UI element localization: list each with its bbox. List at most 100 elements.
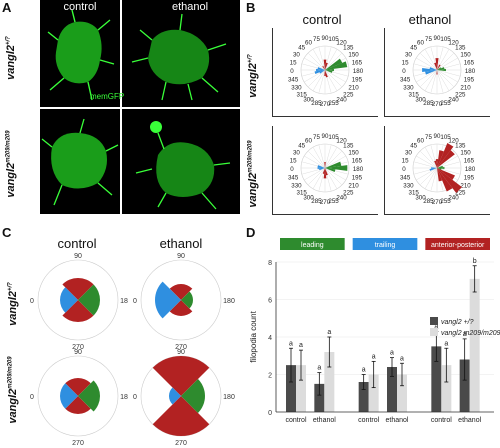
rose-petal-red — [324, 162, 326, 168]
rose-petal-green — [325, 168, 336, 173]
rose-petal-red — [325, 168, 328, 176]
rose-angle-label: 120 — [336, 137, 347, 144]
row-label-sup: +/? — [7, 282, 14, 291]
y-tick-label: 8 — [268, 260, 272, 267]
rose-angle-label: 240 — [336, 195, 347, 202]
rose-angle-label: 75 — [313, 36, 320, 43]
rose-angle-label: 195 — [464, 175, 475, 182]
rose-angle-label: 195 — [352, 175, 363, 182]
wedge-grid-ring — [37, 355, 119, 437]
bar — [296, 365, 306, 412]
rose-petal-green — [437, 168, 442, 170]
rose-angle-label: 165 — [464, 157, 475, 164]
rose-angle-label: 90 — [434, 133, 441, 140]
y-tick-label: 2 — [268, 373, 272, 380]
rose-spoke — [318, 46, 326, 71]
rose-angle-label: 195 — [352, 77, 363, 84]
row-label-gene: vangl2 — [7, 388, 19, 424]
wedge-plot-mut-ethanol: 90 0 180 270 — [133, 349, 235, 446]
rose-angle-label: 165 — [352, 59, 363, 66]
rose-spoke — [304, 57, 326, 71]
rose-spoke — [419, 69, 438, 88]
facet-title: trailing — [375, 242, 396, 249]
y-tick-label: 6 — [268, 298, 272, 305]
rose-angle-label: 180 — [465, 68, 476, 75]
rose-angle-label: 195 — [464, 77, 475, 84]
rose-box-mut-control: 0 15 30 45 60 75 90 105 120 135 150 165 180 195 210 225… — [272, 126, 378, 215]
rose-spoke — [312, 167, 326, 189]
rose-angle-label: 255 — [440, 100, 451, 107]
row-label-sup: +/? — [247, 54, 254, 63]
rose-spoke — [416, 57, 438, 71]
wedge-plot-mut-control: 90 0 180 270 — [30, 349, 128, 446]
rose-angle-label: 0 — [290, 68, 294, 75]
rose-angle-label: 345 — [400, 77, 411, 84]
rose-petal-blue — [317, 67, 325, 70]
significance-letter: a — [372, 353, 376, 360]
rose-spoke — [419, 52, 438, 71]
rose-spoke — [324, 167, 346, 181]
rose-angle-label: 15 — [402, 157, 409, 164]
rose-angle-label: 15 — [290, 59, 297, 66]
rose-petal-red — [437, 150, 444, 168]
significance-letter: b — [473, 258, 477, 265]
rose-angle-label: 300 — [303, 97, 314, 104]
bar — [314, 383, 325, 412]
panel-b-row-wt: vangl2+/? — [247, 51, 259, 101]
panel-b-row-mut: vangl2m209/m209 — [247, 137, 259, 211]
wedge-ap-bottom — [169, 300, 193, 316]
rose-angle-label: 150 — [348, 52, 359, 59]
panel-b-label: B — [246, 0, 256, 15]
rose-box-wt-control: 0 15 30 45 60 75 90 105 120 135 150 165 180 195 210 225… — [272, 28, 378, 117]
cell-image-mut-control — [41, 118, 119, 206]
significance-letter: a — [327, 329, 331, 336]
wedge-leading — [181, 379, 205, 413]
rose-petal-green — [437, 165, 443, 168]
row-label-sup: +/? — [5, 36, 12, 45]
wedge-angle-label-right: 180 — [223, 394, 235, 401]
rose-petal-red — [323, 59, 327, 70]
rose-spoke — [419, 150, 438, 169]
rose-angle-label: 240 — [448, 97, 459, 104]
rose-petal-blue — [317, 167, 325, 169]
bar — [431, 346, 442, 412]
rose-petal-red — [437, 64, 441, 70]
wedge-ap-top — [169, 284, 193, 300]
rose-angle-label: 135 — [455, 143, 466, 150]
cell-image-wt-control — [47, 9, 115, 101]
significance-letter: a — [444, 340, 448, 347]
rose-angle-label: 315 — [409, 189, 420, 196]
rose-angle-label: 270 — [320, 199, 331, 206]
rose-petal-green — [437, 68, 446, 72]
rose-angle-label: 150 — [460, 52, 471, 59]
rose-angle-label: 210 — [348, 85, 359, 92]
rose-spoke — [436, 69, 461, 77]
rose-petal-red — [437, 143, 454, 168]
y-tick-label: 4 — [268, 335, 272, 342]
rose-petal-blue — [431, 167, 437, 169]
cell-image-mut-ethanol — [135, 121, 231, 210]
row-label-gene: vangl2 — [7, 291, 19, 326]
rose-spoke — [324, 49, 338, 71]
rose-spoke — [312, 147, 326, 169]
rose-angle-label: 285 — [311, 100, 322, 107]
panel-b-col-ethanol: ethanol — [408, 12, 452, 27]
panel-c-label: C — [2, 225, 12, 240]
rose-angle-label: 30 — [405, 150, 412, 157]
wedge-ap-bottom — [152, 396, 210, 436]
x-tick-label: control — [285, 417, 306, 424]
rose-petal-blue — [429, 168, 437, 171]
rose-angle-label: 285 — [311, 198, 322, 205]
rose-petal-green — [325, 165, 348, 171]
rose-angle-label: 255 — [328, 198, 339, 205]
wedge-ap-top — [62, 278, 94, 300]
row-label-sup: m209/m209 — [247, 140, 254, 173]
rose-angle-label: 0 — [402, 166, 406, 173]
rose-petal-blue — [314, 70, 325, 75]
rose-petal-blue — [317, 165, 325, 168]
wedge-ap-bottom — [62, 300, 94, 322]
x-tick-label: control — [431, 417, 452, 424]
